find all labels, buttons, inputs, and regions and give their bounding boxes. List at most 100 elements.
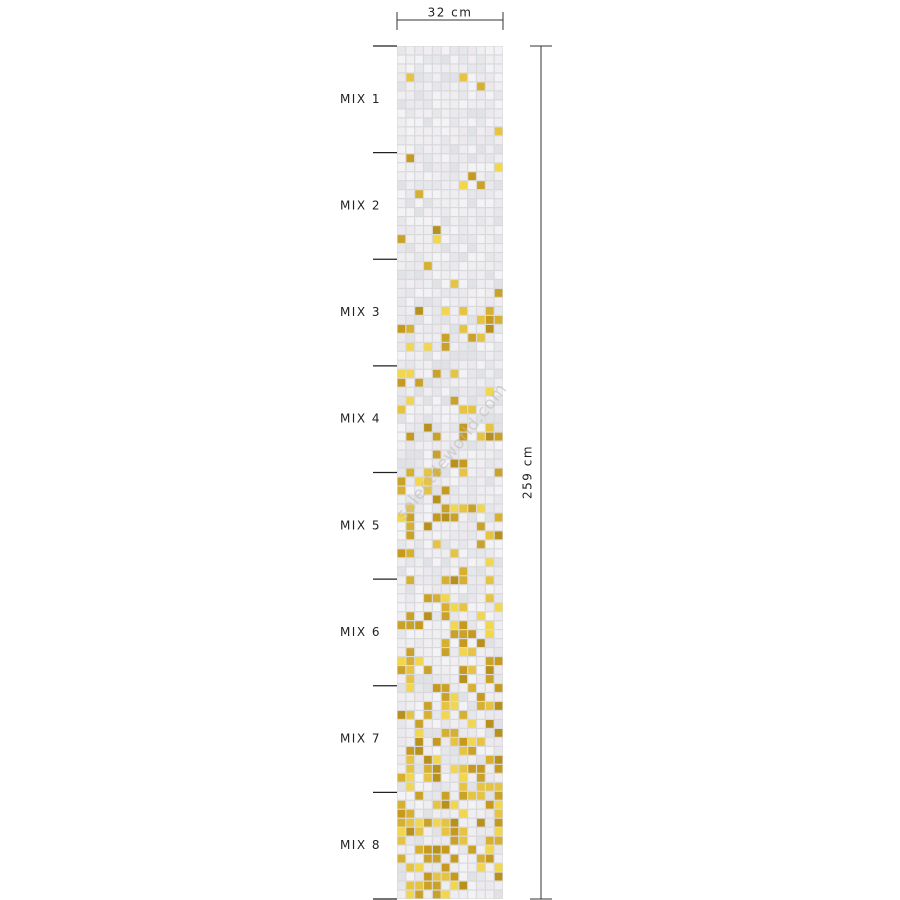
tile xyxy=(459,100,468,109)
tile xyxy=(468,818,476,827)
tile xyxy=(397,315,406,324)
tile xyxy=(424,46,432,55)
tile xyxy=(415,208,423,216)
tile xyxy=(477,630,485,639)
tile xyxy=(459,244,468,252)
tile xyxy=(477,890,485,899)
tile xyxy=(424,262,432,270)
tile xyxy=(459,450,468,459)
tile xyxy=(441,118,450,127)
tile xyxy=(424,235,432,243)
tile xyxy=(406,827,415,836)
tile xyxy=(424,172,432,181)
tile xyxy=(450,163,459,172)
tile xyxy=(397,693,406,701)
tile xyxy=(424,737,432,746)
tile xyxy=(459,531,468,540)
tile xyxy=(477,872,485,881)
tile xyxy=(397,351,406,360)
tile xyxy=(468,396,476,405)
tile xyxy=(477,199,485,208)
tile xyxy=(406,217,415,225)
tile xyxy=(459,208,468,216)
tile xyxy=(468,414,476,423)
tile xyxy=(459,459,468,468)
tile xyxy=(424,504,432,513)
tile xyxy=(459,235,468,243)
tile xyxy=(468,594,476,603)
tile xyxy=(459,648,468,656)
tile xyxy=(494,46,503,55)
tile xyxy=(406,675,415,683)
tile xyxy=(415,836,423,845)
tile xyxy=(485,675,494,683)
tile xyxy=(415,558,423,567)
tile xyxy=(468,127,476,136)
section-label: MIX 3 xyxy=(340,305,381,319)
tile xyxy=(424,522,432,531)
tile xyxy=(397,477,406,486)
tile xyxy=(441,746,450,755)
tile xyxy=(441,450,450,459)
tile xyxy=(424,199,432,208)
tile xyxy=(459,441,468,450)
tile xyxy=(450,522,459,531)
tile xyxy=(494,244,503,252)
tile xyxy=(441,253,450,261)
tile xyxy=(415,450,423,459)
tile xyxy=(415,405,423,414)
tile xyxy=(477,477,485,486)
tile xyxy=(494,755,503,764)
tile xyxy=(485,208,494,216)
tile xyxy=(477,567,485,576)
tile xyxy=(459,495,468,504)
tile xyxy=(468,486,476,495)
tile xyxy=(441,684,450,692)
tile xyxy=(485,729,494,737)
tile xyxy=(432,100,441,109)
tile xyxy=(450,369,459,378)
tile xyxy=(494,280,503,288)
tile xyxy=(415,746,423,755)
tile xyxy=(406,450,415,459)
tile xyxy=(477,73,485,82)
tile xyxy=(424,280,432,288)
tile xyxy=(406,82,415,91)
tile xyxy=(450,396,459,405)
tile xyxy=(477,827,485,836)
tile xyxy=(424,253,432,261)
tile xyxy=(450,64,459,73)
tile xyxy=(424,576,432,585)
tile xyxy=(415,639,423,647)
tile xyxy=(415,253,423,261)
tile xyxy=(441,818,450,827)
tile xyxy=(424,405,432,414)
tile xyxy=(406,405,415,414)
tile xyxy=(450,630,459,639)
tile xyxy=(494,612,503,621)
tile xyxy=(424,100,432,109)
tile xyxy=(415,136,423,145)
tile xyxy=(477,109,485,118)
tile xyxy=(432,315,441,324)
tile xyxy=(397,863,406,872)
tile xyxy=(415,235,423,243)
tile xyxy=(468,405,476,414)
tile xyxy=(432,450,441,459)
tile xyxy=(459,782,468,791)
tile xyxy=(415,244,423,252)
tile xyxy=(415,82,423,91)
tile xyxy=(441,136,450,145)
tile xyxy=(477,782,485,791)
tile xyxy=(485,531,494,540)
tile xyxy=(432,585,441,594)
tile xyxy=(494,890,503,899)
tile xyxy=(477,854,485,863)
tile xyxy=(477,64,485,73)
tile xyxy=(441,576,450,585)
tile xyxy=(397,46,406,55)
tile xyxy=(485,773,494,782)
tile xyxy=(441,181,450,190)
tile xyxy=(424,154,432,163)
tile xyxy=(432,666,441,674)
